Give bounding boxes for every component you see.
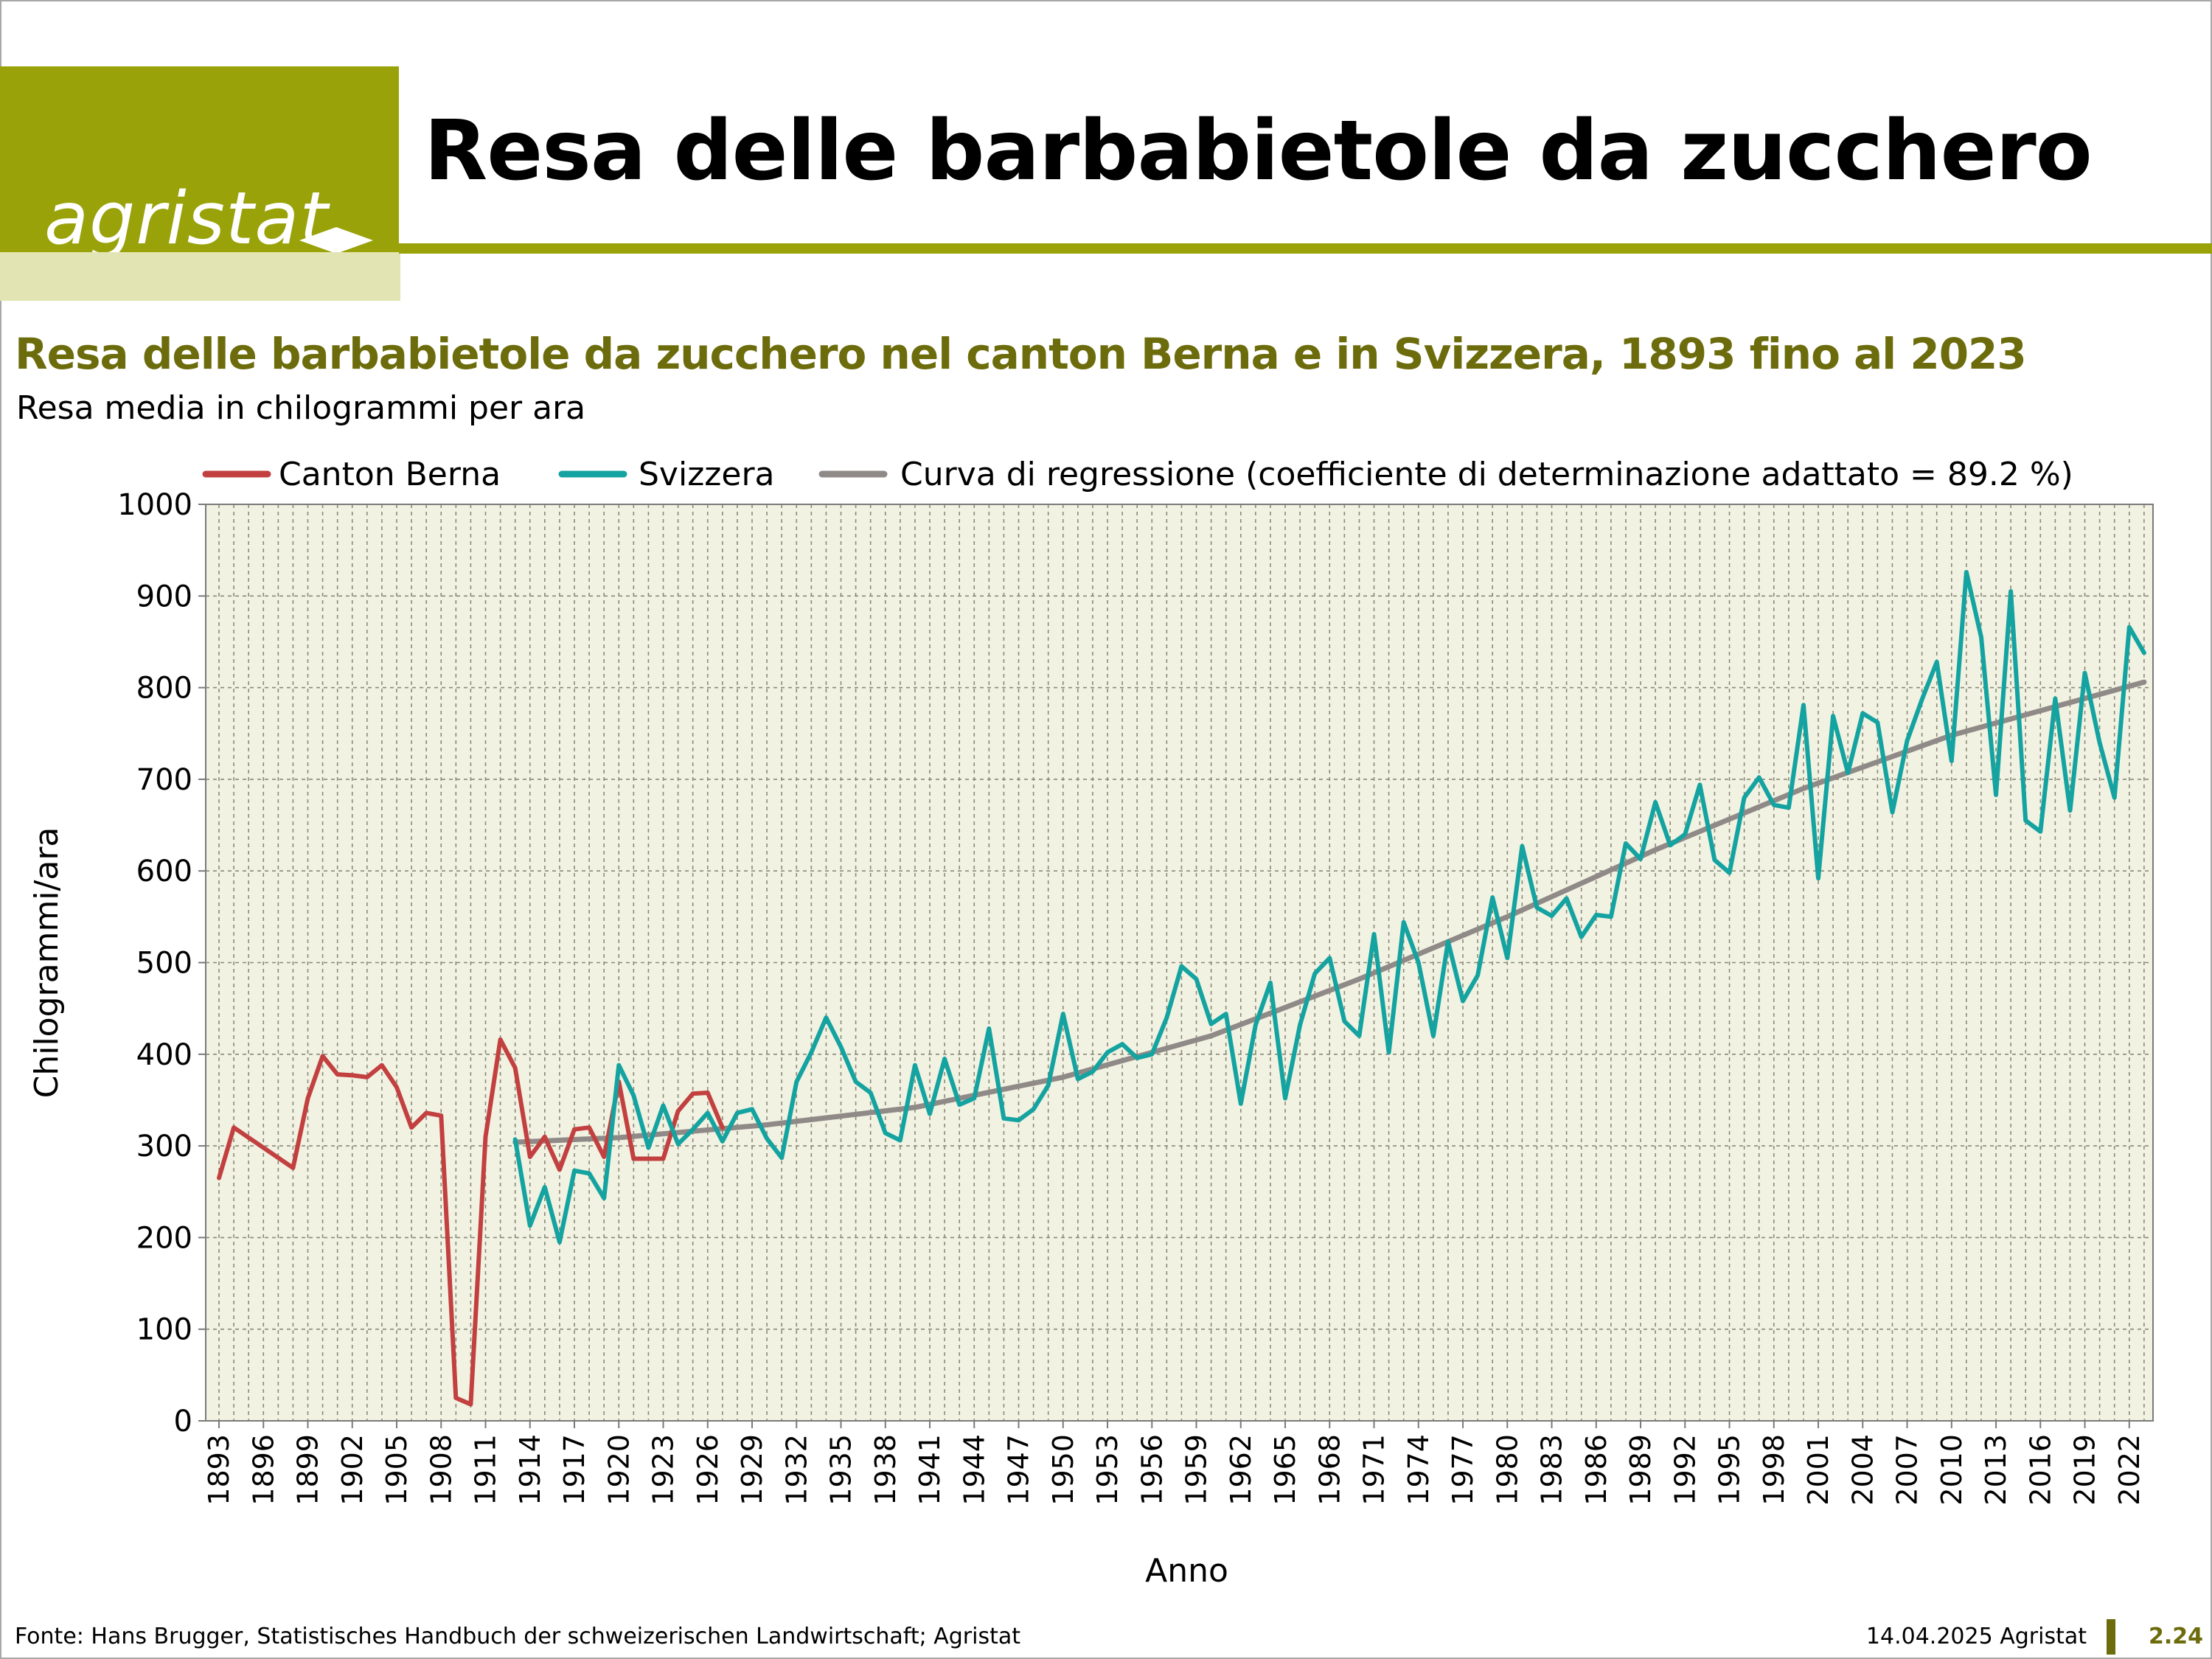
x-tick-label: 1932 [780,1434,813,1506]
x-tick-label: 1962 [1225,1434,1257,1506]
source-note: Fonte: Hans Brugger, Statistisches Handb… [15,1624,1021,1649]
x-tick-label: 1968 [1313,1434,1346,1506]
x-tick-label: 1935 [825,1434,858,1506]
x-tick-label: 1953 [1091,1434,1124,1506]
yield-line-chart: 0 100 200 300 400 500 600 700 800 900 1000 1893 1896… [28,456,2154,1590]
legend-svizzera: Svizzera [558,456,775,493]
x-tick-label: 1983 [1536,1434,1568,1506]
x-tick-label: 1986 [1580,1434,1613,1506]
x-tick-label: 1917 [558,1434,591,1506]
y-axis-title: Chilogrammi/ara [28,827,66,1099]
x-tick-label: 1959 [1180,1434,1213,1506]
x-tick-label: 2013 [1980,1434,2012,1506]
x-tick-label: 1893 [203,1434,235,1506]
x-tick-label: 1965 [1269,1434,1301,1506]
y-tick-label: 500 [136,947,192,981]
x-tick-label: 2007 [1891,1434,1924,1506]
x-tick-label: 1902 [336,1434,369,1506]
x-tick-label: 1899 [292,1434,324,1506]
x-tick-label: 2019 [2069,1434,2101,1506]
y-tick-label: 600 [136,855,192,888]
legend-canton-berna: Canton Berna [202,456,501,493]
x-tick-label: 1938 [869,1434,902,1506]
x-tick-label: 1929 [736,1434,768,1506]
x-tick-label: 1947 [1003,1434,1035,1506]
x-tick-label: 1974 [1402,1434,1435,1506]
x-tick-label: 2004 [1846,1434,1879,1506]
x-tick-label: 1920 [602,1434,635,1506]
y-tick-label: 300 [136,1130,192,1164]
x-tick-label: 1914 [514,1434,546,1506]
chart-subtitle: Resa media in chilogrammi per ara [16,389,586,427]
x-tick-label: 1977 [1447,1434,1479,1506]
x-tick-label: 2001 [1802,1434,1834,1506]
page-number: 2.24 [2149,1624,2204,1649]
x-tick-label: 1941 [914,1434,946,1506]
x-tick-label: 1956 [1135,1434,1168,1506]
y-tick-label: 900 [136,580,192,613]
x-tick-label: 1923 [647,1434,680,1506]
x-tick-label: 1905 [380,1434,413,1506]
page-title: Resa delle barbabietole da zucchero [424,103,2093,199]
x-tick-label: 2022 [2113,1434,2146,1506]
logo-text: agristat [44,177,329,261]
x-axis-title: Anno [1145,1552,1228,1590]
logo-underlay [0,252,400,301]
y-tick-label: 400 [136,1038,192,1072]
legend-label: Svizzera [639,456,775,493]
x-tick-label: 1926 [692,1434,724,1506]
x-tick-label: 1944 [958,1434,990,1506]
y-tick-label: 1000 [117,488,192,522]
chart-title: Resa delle barbabietole da zucchero nel … [15,329,2027,379]
y-tick-label: 0 [174,1405,192,1439]
svizzera-line [512,570,2146,1245]
x-tick-label: 1911 [470,1434,502,1506]
legend-label: Canton Berna [279,456,501,493]
x-tick-label: 2010 [1935,1434,1968,1506]
y-tick-label: 800 [136,672,192,706]
x-tick-label: 1980 [1491,1434,1523,1506]
x-tick-label: 1908 [425,1434,457,1506]
legend-regression: Curva di regressione (coefficiente di de… [818,456,2073,493]
x-tick-label: 1971 [1358,1434,1391,1506]
x-tick-label: 1995 [1714,1434,1746,1506]
y-tick-label: 200 [136,1221,192,1255]
footer-date: 14.04.2025 Agristat [1865,1624,2087,1649]
y-tick-label: 100 [136,1313,192,1347]
y-tick-label: 700 [136,763,192,797]
x-tick-label: 1989 [1624,1434,1657,1506]
x-tick-label: 1998 [1758,1434,1790,1506]
x-tick-label: 1992 [1669,1434,1701,1506]
header-rule [399,243,2212,254]
x-tick-label: 1950 [1047,1434,1079,1506]
legend-label: Curva di regressione (coefficiente di de… [900,456,2073,493]
footer-divider [2107,1619,2115,1655]
x-tick-label: 2016 [2024,1434,2056,1506]
canton-berna-line [217,1037,725,1407]
x-tick-label: 1896 [247,1434,279,1506]
